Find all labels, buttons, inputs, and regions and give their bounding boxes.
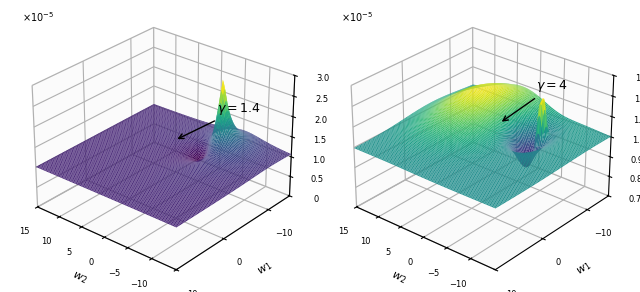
Text: $\gamma=4$: $\gamma=4$ — [503, 78, 568, 121]
X-axis label: $w_2$: $w_2$ — [70, 269, 88, 286]
Text: $\times10^{-5}$: $\times10^{-5}$ — [22, 10, 54, 24]
X-axis label: $w_2$: $w_2$ — [388, 269, 408, 286]
Y-axis label: $w_1$: $w_1$ — [574, 260, 594, 278]
Text: $\times10^{-5}$: $\times10^{-5}$ — [340, 10, 372, 24]
Y-axis label: $w_1$: $w_1$ — [255, 260, 275, 278]
Text: $\gamma=1.4$: $\gamma=1.4$ — [179, 101, 261, 138]
